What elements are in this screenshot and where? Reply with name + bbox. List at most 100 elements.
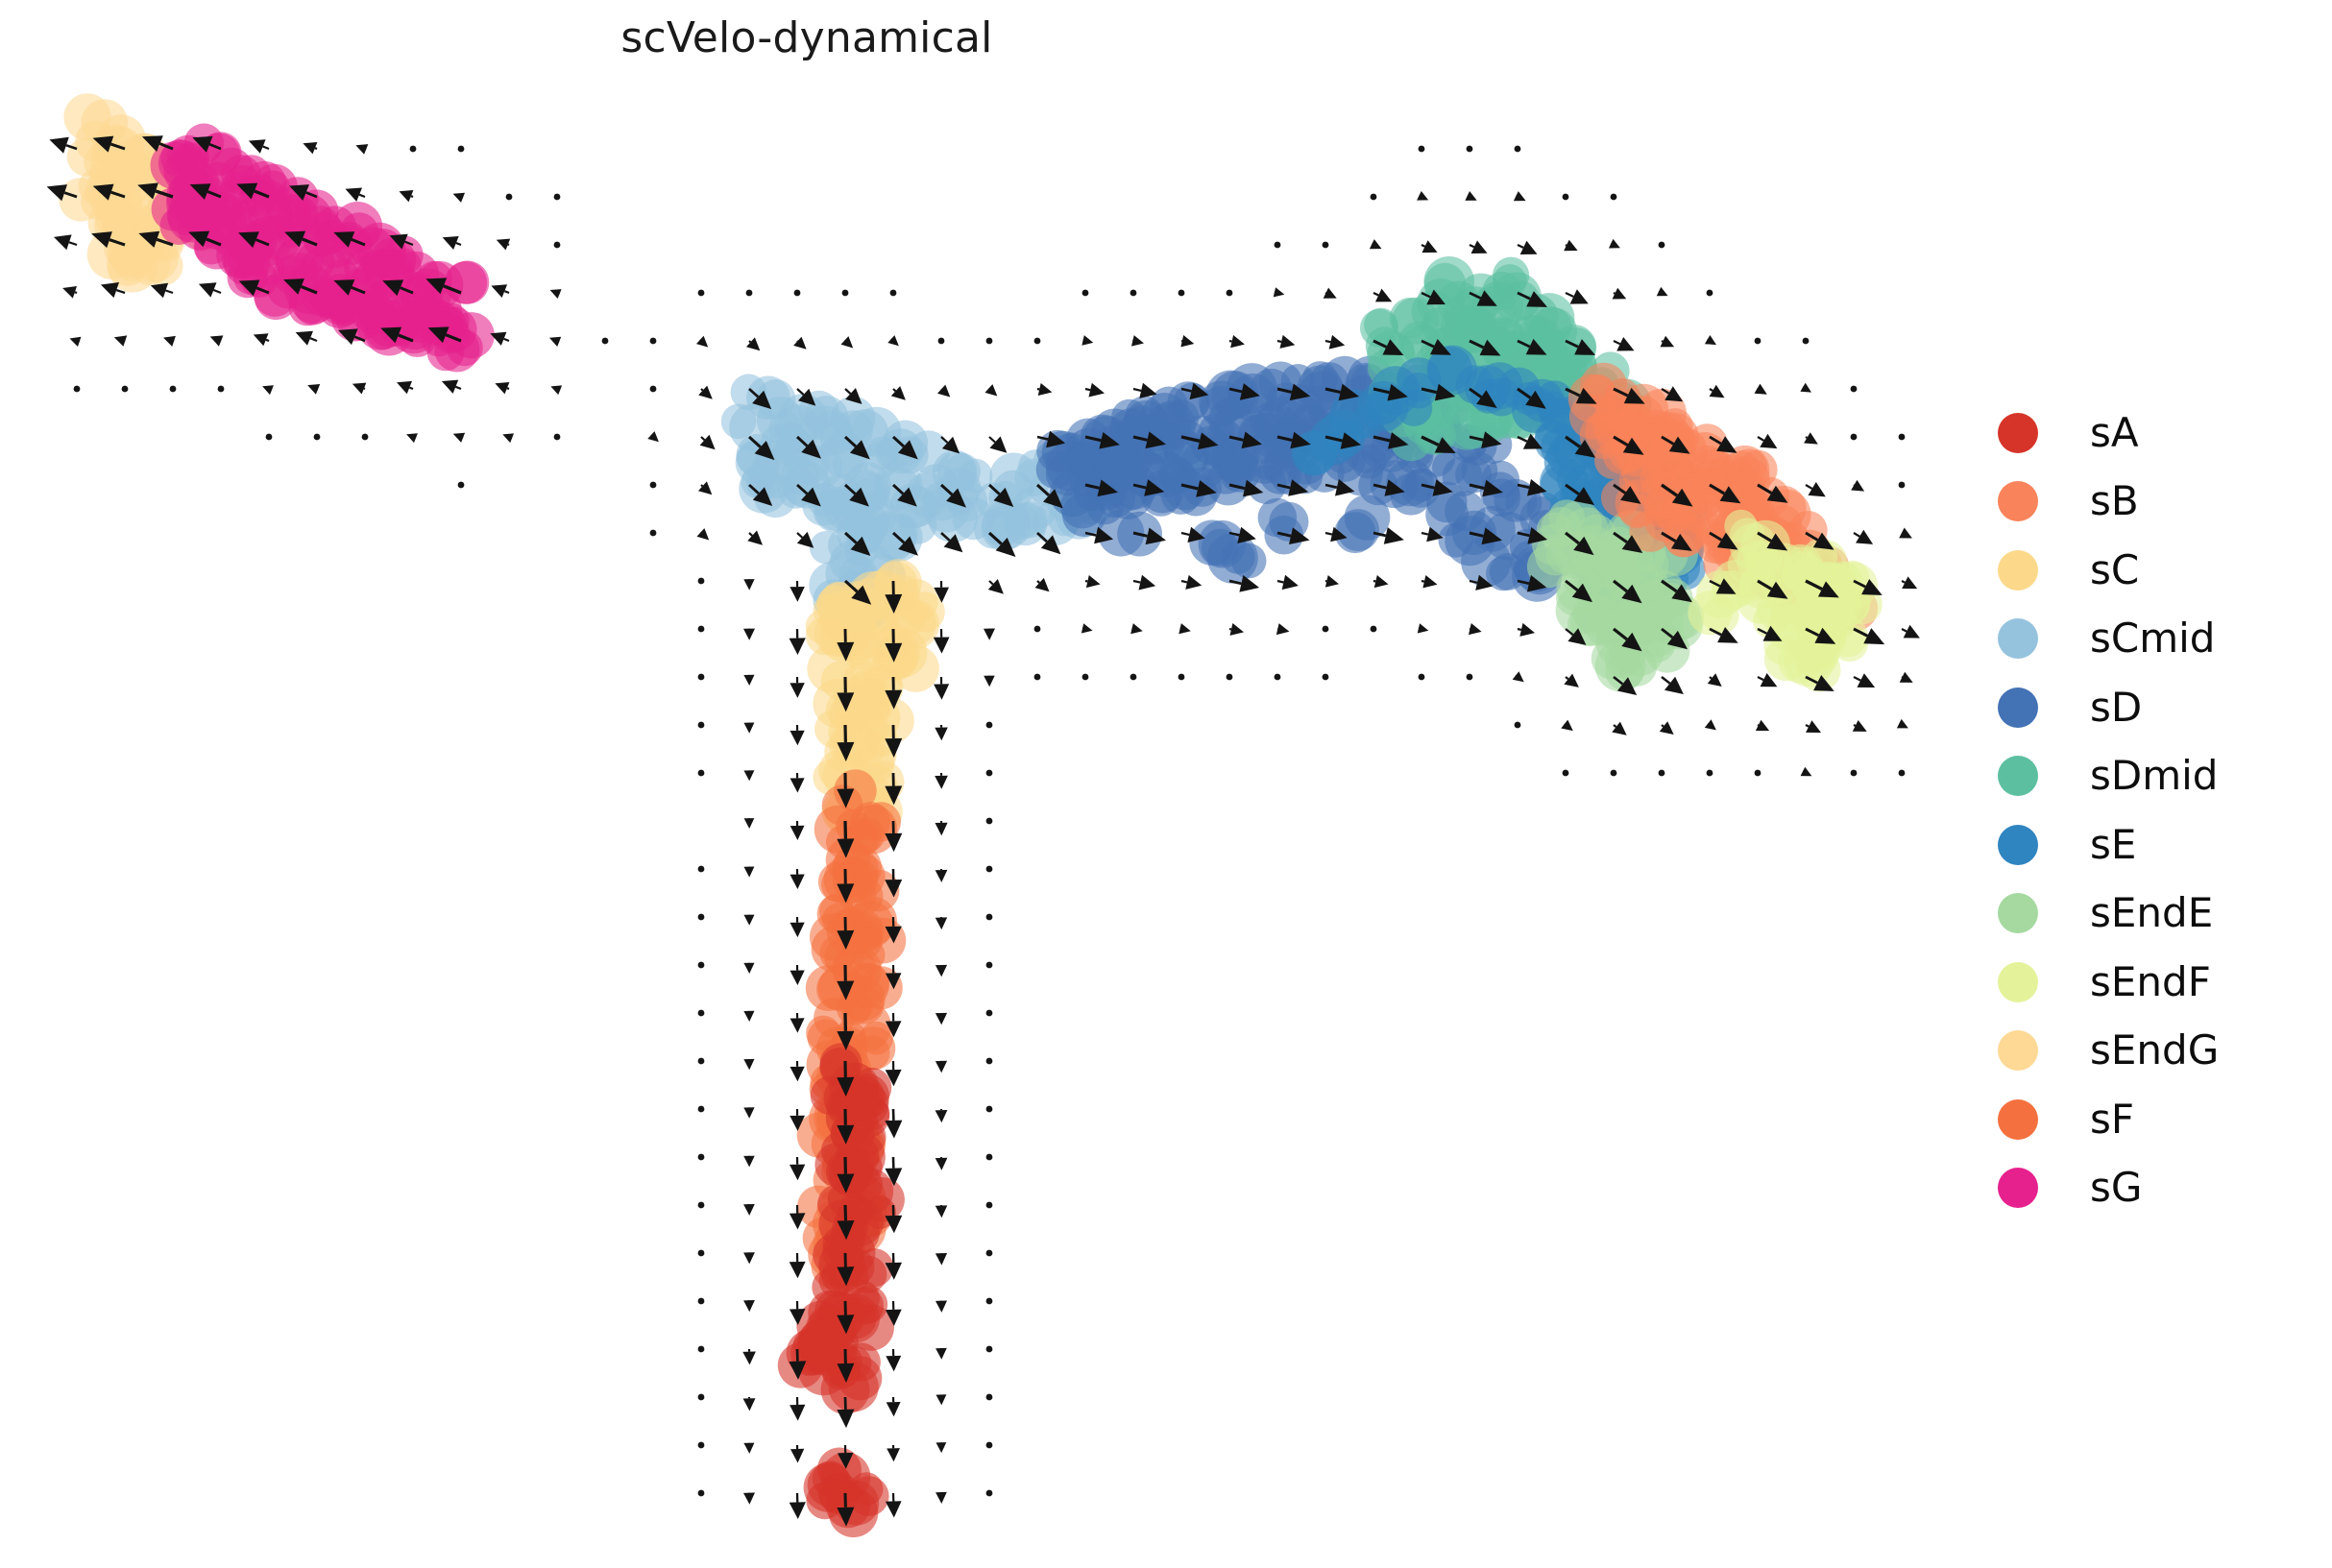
- legend-label-sE: sE: [2090, 820, 2137, 868]
- velocity-arrow: [1421, 575, 1438, 589]
- velocity-arrow: [163, 335, 176, 347]
- velocity-arrow: [935, 964, 948, 977]
- velocity-arrow: [746, 337, 761, 351]
- legend-item-sCmid[interactable]: sCmid: [1998, 605, 2315, 674]
- velocity-arrow: [885, 1300, 902, 1326]
- legend-label-sDmid: sDmid: [2090, 752, 2219, 800]
- velocity-arrow: [1517, 527, 1548, 544]
- velocity-grid-dot: [265, 433, 273, 441]
- velocity-arrow: [647, 431, 659, 443]
- legend-item-sE[interactable]: sE: [1998, 810, 2315, 880]
- legend-item-sG[interactable]: sG: [1998, 1154, 2315, 1223]
- velocity-arrow: [1757, 673, 1778, 688]
- velocity-arrow: [935, 724, 948, 741]
- velocity-grid-dot: [1706, 289, 1713, 297]
- legend-item-sA[interactable]: sA: [1998, 398, 2315, 468]
- velocity-grid-dot: [697, 1345, 705, 1353]
- velocity-arrow: [1565, 531, 1594, 556]
- velocity-arrow: [1659, 721, 1674, 735]
- velocity-arrow: [1372, 288, 1393, 302]
- velocity-arrow: [1613, 675, 1638, 695]
- velocity-arrow: [885, 1012, 902, 1038]
- velocity-arrow: [1421, 526, 1444, 543]
- velocity-arrow: [1517, 240, 1538, 254]
- velocity-arrow: [91, 231, 126, 249]
- velocity-arrow: [789, 1156, 806, 1181]
- legend-label-sEndF: sEndF: [2090, 957, 2211, 1005]
- velocity-arrow: [1800, 382, 1811, 393]
- velocity-arrow: [1613, 387, 1645, 404]
- velocity-arrow: [1517, 479, 1547, 496]
- velocity-grid-dot: [985, 913, 993, 921]
- velocity-arrow: [1275, 623, 1290, 636]
- legend-item-sB[interactable]: sB: [1998, 468, 2315, 537]
- velocity-arrow: [1228, 526, 1256, 543]
- velocity-arrow: [1512, 671, 1524, 683]
- velocity-grid-dot: [1322, 241, 1329, 249]
- velocity-arrow: [1324, 383, 1360, 401]
- velocity-arrow: [1417, 191, 1429, 201]
- velocity-arrow: [885, 916, 902, 944]
- velocity-grid-dot: [505, 193, 513, 201]
- velocity-arrow: [743, 1492, 755, 1505]
- velocity-arrow: [1421, 383, 1456, 401]
- velocity-arrow: [1805, 482, 1826, 497]
- velocity-arrow: [1036, 383, 1053, 396]
- velocity-arrow: [1656, 286, 1668, 297]
- velocity-arrow: [1565, 289, 1589, 304]
- velocity-arrow: [837, 820, 855, 858]
- velocity-arrow: [1130, 623, 1143, 635]
- velocity-arrow: [935, 1300, 947, 1313]
- velocity-arrow: [1084, 575, 1101, 589]
- velocity-grid-dot: [697, 1393, 705, 1401]
- velocity-arrow: [837, 724, 855, 761]
- velocity-arrow: [425, 277, 462, 295]
- velocity-arrow: [1851, 479, 1865, 492]
- velocity-arrow: [796, 388, 816, 406]
- velocity-arrow: [743, 1058, 755, 1071]
- velocity-arrow: [1805, 675, 1834, 691]
- velocity-arrow: [1661, 483, 1693, 507]
- velocity-arrow: [1228, 335, 1245, 349]
- velocity-arrow: [490, 331, 510, 346]
- velocity-arrow: [935, 821, 948, 836]
- legend-item-sDmid[interactable]: sDmid: [1998, 742, 2315, 811]
- velocity-arrow: [885, 1156, 903, 1187]
- velocity-arrow: [1896, 718, 1908, 729]
- velocity-arrow: [137, 182, 174, 200]
- velocity-arrow: [1372, 432, 1409, 449]
- velocity-arrow: [743, 579, 755, 591]
- legend-item-sEndE[interactable]: sEndE: [1998, 880, 2315, 949]
- legend-item-sEndF[interactable]: sEndF: [1998, 948, 2315, 1017]
- velocity-arrow: [1517, 433, 1543, 449]
- velocity-arrow: [886, 1348, 902, 1372]
- velocity-grid-dot: [985, 1153, 993, 1161]
- velocity-arrow: [549, 336, 562, 347]
- velocity-arrow: [1709, 578, 1737, 594]
- velocity-grid-dot: [697, 577, 705, 585]
- velocity-arrow: [988, 436, 1008, 453]
- velocity-grid-dot: [697, 1297, 705, 1305]
- velocity-arrow: [1132, 527, 1166, 545]
- legend-item-sEndG[interactable]: sEndG: [1998, 1017, 2315, 1086]
- velocity-arrow: [1276, 574, 1299, 591]
- legend-item-sD[interactable]: sD: [1998, 673, 2315, 742]
- velocity-arrow: [380, 326, 414, 344]
- legend-item-sF[interactable]: sF: [1998, 1085, 2315, 1154]
- velocity-grid-dot: [169, 385, 177, 393]
- velocity-arrow: [1276, 383, 1311, 401]
- legend-item-sC[interactable]: sC: [1998, 536, 2315, 605]
- velocity-grid-dot: [553, 241, 561, 249]
- scatter-point: [1218, 446, 1258, 488]
- velocity-arrow: [1704, 719, 1716, 731]
- velocity-arrow: [141, 135, 174, 152]
- velocity-arrow: [1852, 720, 1867, 732]
- scatter-points-layer: [59, 93, 1883, 1538]
- velocity-arrow: [1324, 575, 1339, 588]
- velocity-arrow: [1324, 432, 1362, 449]
- velocity-arrow: [1853, 529, 1874, 544]
- velocity-grid-dot: [985, 1105, 993, 1113]
- velocity-grid-dot: [697, 913, 705, 921]
- velocity-arrow: [1035, 483, 1063, 509]
